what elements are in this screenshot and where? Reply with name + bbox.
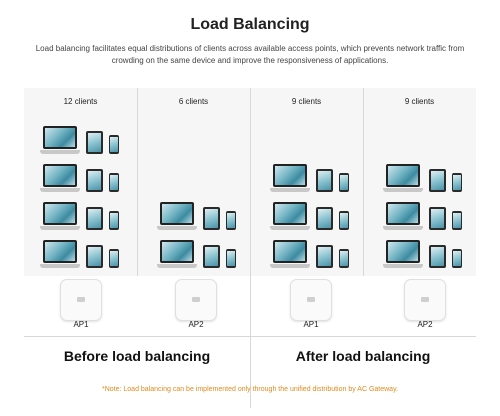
laptop-icon (270, 202, 310, 230)
phone-icon (109, 211, 119, 230)
tablet-icon (429, 245, 446, 268)
client-row (270, 202, 349, 230)
tablet-icon (86, 207, 103, 230)
page-title: Load Balancing (190, 16, 310, 33)
phone-icon (226, 211, 236, 230)
column-ap2-after: 9 clients (363, 88, 476, 276)
description: Load balancing facilitates equal distrib… (35, 44, 465, 65)
tablet-icon (316, 207, 333, 230)
laptop-icon (383, 164, 423, 192)
client-count: 6 clients (178, 97, 209, 106)
phone-icon (339, 249, 349, 268)
ap-label: AP1 (73, 320, 89, 329)
laptop-icon (383, 202, 423, 230)
ap-label: AP1 (303, 320, 319, 329)
access-point-icon (60, 279, 102, 321)
client-row (383, 240, 462, 268)
divider (24, 336, 476, 337)
client-row (270, 240, 349, 268)
client-row (157, 202, 236, 230)
column-ap2-before: 6 clients (137, 88, 250, 276)
footnote: *Note: Load balancing can be implemented… (102, 386, 398, 393)
ap-label: AP2 (188, 320, 204, 329)
client-count: 12 clients (63, 97, 98, 106)
tablet-icon (86, 245, 103, 268)
tablet-icon (316, 169, 333, 192)
phone-icon (452, 249, 462, 268)
phone-icon (339, 173, 349, 192)
divider (137, 88, 138, 276)
client-row (270, 164, 349, 192)
laptop-icon (40, 240, 80, 268)
client-row (40, 164, 119, 192)
column-ap1-before: 12 clients (24, 88, 137, 276)
tablet-icon (86, 169, 103, 192)
ap-label: AP2 (417, 320, 433, 329)
column-ap1-after: 9 clients (250, 88, 363, 276)
client-count: 9 clients (404, 97, 435, 106)
laptop-icon (383, 240, 423, 268)
phone-icon (109, 249, 119, 268)
access-point-icon (175, 279, 217, 321)
tablet-icon (203, 245, 220, 268)
phone-icon (452, 173, 462, 192)
access-point-icon (404, 279, 446, 321)
before-heading: Before load balancing (63, 348, 211, 364)
divider (250, 88, 251, 408)
client-row (383, 164, 462, 192)
client-row (40, 202, 119, 230)
laptop-icon (157, 240, 197, 268)
phone-icon (339, 211, 349, 230)
phone-icon (226, 249, 236, 268)
tablet-icon (429, 169, 446, 192)
laptop-icon (270, 240, 310, 268)
after-heading: After load balancing (295, 348, 431, 364)
phone-icon (109, 135, 119, 154)
tablet-icon (86, 131, 103, 154)
client-row (383, 202, 462, 230)
tablet-icon (316, 245, 333, 268)
client-count: 9 clients (291, 97, 322, 106)
tablet-icon (203, 207, 220, 230)
client-row (157, 240, 236, 268)
laptop-icon (40, 126, 80, 154)
laptop-icon (270, 164, 310, 192)
laptop-icon (40, 202, 80, 230)
laptop-icon (157, 202, 197, 230)
divider (363, 88, 364, 276)
laptop-icon (40, 164, 80, 192)
client-row (40, 240, 119, 268)
phone-icon (452, 211, 462, 230)
client-row (40, 126, 119, 154)
phone-icon (109, 173, 119, 192)
tablet-icon (429, 207, 446, 230)
access-point-icon (290, 279, 332, 321)
